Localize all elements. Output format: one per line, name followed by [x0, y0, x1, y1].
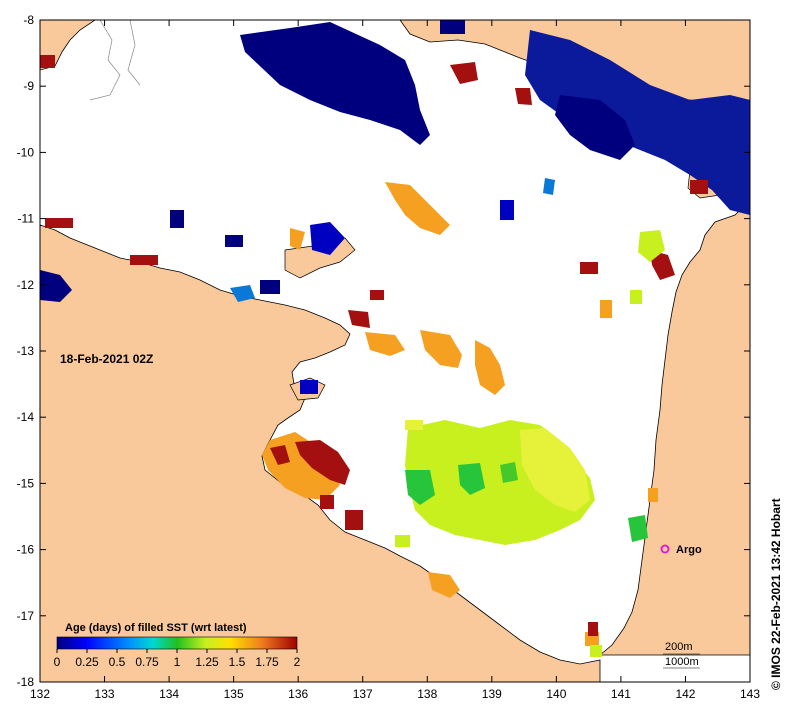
patch-age-1-b — [458, 463, 485, 495]
sst-age-patches — [40, 20, 750, 657]
lon-tick-label: 139 — [482, 687, 502, 701]
patch-age-1-d — [500, 462, 518, 483]
lat-tick-label: -10 — [17, 145, 35, 159]
patch-age-0-west — [40, 270, 72, 302]
colorbar-tick-label: 0 — [54, 655, 61, 669]
patch-age-1-5-c — [420, 330, 462, 368]
lat-tick-label: -9 — [23, 79, 34, 93]
lat-tick-label: -11 — [18, 212, 35, 226]
land-cape-york — [598, 199, 750, 656]
patch-age-2-c — [450, 62, 478, 84]
patch-age-2-b — [270, 445, 290, 465]
patch-age-1-5-a — [385, 182, 450, 235]
latitude-axis: -8 -9 -10 -11 -12 -13 -14 -15 -16 -17 -18 — [17, 13, 750, 689]
patch-age-1-a — [405, 470, 435, 505]
patch-age-1-5-d — [475, 340, 505, 395]
patch-age-1-25-b — [520, 428, 590, 512]
lat-tick-label: -13 — [17, 344, 35, 358]
patch-age-1-5-g — [290, 228, 305, 250]
lon-tick-label: 141 — [611, 687, 631, 701]
lon-tick-label: 143 — [740, 687, 760, 701]
lon-tick-label: 142 — [675, 687, 695, 701]
colorbar-tick-label: 1.25 — [195, 655, 219, 669]
argo-float-icon — [660, 544, 670, 554]
patch-age-0-northeast — [525, 30, 750, 215]
patch-age-0-north — [240, 22, 430, 145]
lat-tick-label: -17 — [17, 609, 35, 623]
lat-tick-label: -16 — [17, 543, 35, 557]
lon-tick-label: 135 — [224, 687, 244, 701]
colorbar-tick-label: 1.75 — [255, 655, 279, 669]
contour-1000-label: 1000m — [665, 656, 699, 668]
lon-tick-label: 136 — [288, 687, 308, 701]
lon-tick-label: 133 — [95, 687, 115, 701]
lat-tick-label: -15 — [17, 476, 35, 490]
patch-age-1-5-f — [428, 572, 460, 598]
lon-tick-label: 134 — [159, 687, 179, 701]
patch-age-0-mid — [310, 222, 345, 255]
patch-age-0-east — [555, 95, 635, 160]
lat-tick-label: -14 — [17, 410, 35, 424]
lat-tick-label: -12 — [17, 278, 35, 292]
argo-marker[interactable]: Argo — [660, 544, 702, 556]
patch-age-1-5-b — [365, 332, 405, 356]
argo-label: Argo — [676, 544, 702, 556]
lat-tick-label: -8 — [23, 13, 34, 27]
patch-age-2-g — [40, 55, 55, 68]
credit-text: © IMOS 22-Feb-2021 13:42 Hobart — [769, 498, 783, 690]
patch-age-0-blue — [230, 285, 255, 302]
colorbar-tick-label: 1 — [174, 655, 181, 669]
date-label: 18-Feb-2021 02Z — [60, 352, 153, 366]
lon-tick-label: 132 — [30, 687, 50, 701]
colorbar-tick-label: 0.5 — [109, 655, 126, 669]
longitude-axis: 132 133 134 135 136 137 138 139 140 141 142 143 — [30, 20, 760, 701]
lat-tick-label: -18 — [17, 675, 35, 689]
patch-age-2-e — [650, 250, 675, 280]
colorbar-tick-label: 0.75 — [135, 655, 159, 669]
patch-age-2-a — [295, 440, 350, 485]
lon-tick-label: 138 — [417, 687, 437, 701]
map-layers — [40, 20, 750, 682]
colorbar-title: Age (days) of filled SST (wrt latest) — [65, 622, 247, 634]
lon-tick-label: 137 — [353, 687, 373, 701]
colorbar-tick-label: 0.25 — [75, 655, 99, 669]
patch-age-0-blue2 — [543, 178, 555, 195]
patch-age-1-25-c — [638, 230, 665, 262]
lon-tick-label: 140 — [546, 687, 566, 701]
patch-age-1-c — [628, 515, 648, 542]
patch-age-2-d — [515, 88, 532, 105]
contour-200-label: 200m — [665, 641, 693, 653]
patch-age-2-f — [348, 310, 370, 328]
contour-lines — [89, 20, 141, 101]
colorbar-tick-label: 1.5 — [229, 655, 246, 669]
colorbar-ticks: 0 0.25 0.5 0.75 1 1.25 1.5 1.75 2 — [54, 649, 301, 669]
contour-legend: 200m 1000m — [663, 641, 700, 669]
colorbar-tick-label: 2 — [294, 655, 301, 669]
land-arnhem — [40, 224, 601, 682]
colorbar-gradient — [56, 636, 298, 650]
